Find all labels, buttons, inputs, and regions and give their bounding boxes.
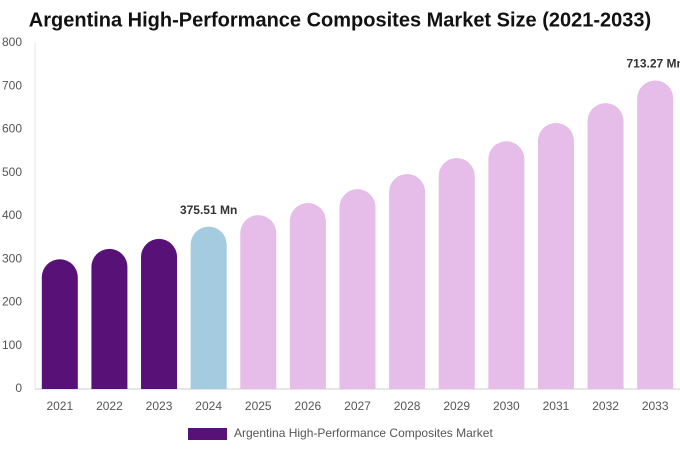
x-tick-label: 2030 <box>493 399 520 413</box>
x-tick-label: 2025 <box>245 399 272 413</box>
y-tick-label: 0 <box>15 381 22 395</box>
x-tick-label: 2021 <box>46 399 73 413</box>
bar <box>438 158 475 389</box>
x-tick-label: 2027 <box>344 399 371 413</box>
legend-swatch <box>188 428 227 440</box>
x-tick-label: 2023 <box>146 399 173 413</box>
bar <box>240 215 277 389</box>
y-tick-label: 100 <box>2 338 22 352</box>
y-tick-label: 500 <box>2 165 22 179</box>
bar <box>289 203 326 389</box>
legend-label: Argentina High-Performance Composites Ma… <box>234 426 493 440</box>
bar <box>141 238 178 389</box>
value-label: 375.51 Mn <box>180 203 237 217</box>
x-tick-label: 2033 <box>642 399 669 413</box>
bar <box>339 189 376 389</box>
y-tick-label: 300 <box>2 251 22 265</box>
x-tick-label: 2031 <box>543 399 570 413</box>
x-tick-label: 2022 <box>96 399 123 413</box>
bar <box>41 259 78 389</box>
x-tick-label: 2032 <box>592 399 619 413</box>
bar <box>91 248 128 389</box>
y-tick-label: 200 <box>2 295 22 309</box>
bar <box>190 226 227 389</box>
bar <box>488 141 525 389</box>
x-tick-label: 2029 <box>443 399 470 413</box>
y-tick-label: 800 <box>2 35 22 49</box>
x-tick-label: 2024 <box>195 399 222 413</box>
bar <box>389 174 426 389</box>
x-tick-label: 2028 <box>394 399 421 413</box>
y-tick-label: 600 <box>2 122 22 136</box>
bar <box>637 80 674 389</box>
bar <box>537 123 574 389</box>
chart-title: Argentina High-Performance Composites Ma… <box>29 9 651 31</box>
value-label: 713.27 Mn <box>627 57 680 71</box>
y-tick-label: 400 <box>2 208 22 222</box>
x-tick-label: 2026 <box>295 399 322 413</box>
bar <box>587 103 624 390</box>
y-tick-label: 700 <box>2 78 22 92</box>
